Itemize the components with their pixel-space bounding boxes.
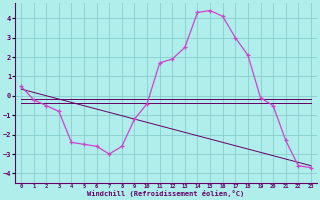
X-axis label: Windchill (Refroidissement éolien,°C): Windchill (Refroidissement éolien,°C) [87,190,244,197]
